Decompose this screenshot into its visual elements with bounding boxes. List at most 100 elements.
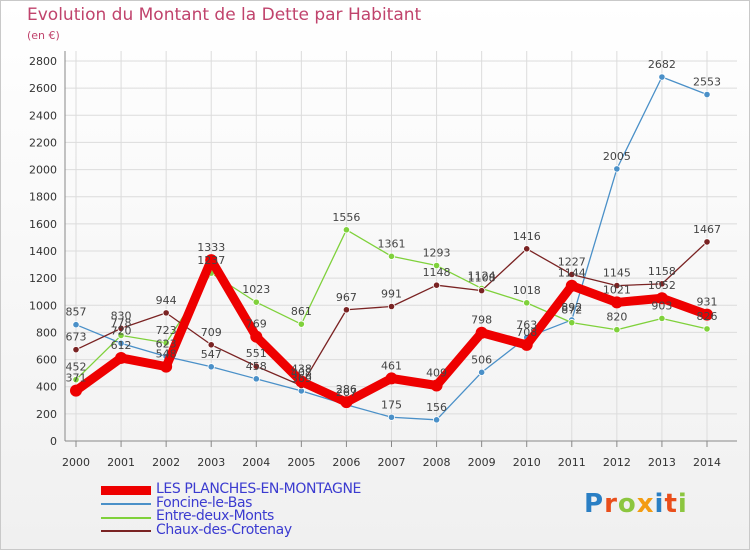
data-point	[70, 384, 82, 397]
data-label: 1361	[378, 237, 406, 250]
y-tick-label: 600	[36, 354, 57, 367]
x-tick-label: 2012	[603, 456, 631, 469]
legend-label: LES PLANCHES-EN-MONTAGNE	[156, 481, 361, 497]
data-label: 2682	[648, 58, 676, 71]
data-point	[342, 306, 351, 314]
y-tick-label: 200	[36, 408, 57, 421]
legend-label: Foncine-le-Bas	[156, 494, 253, 511]
data-point	[117, 331, 125, 340]
data-label: 286	[336, 383, 357, 396]
data-label: 826	[697, 310, 718, 323]
data-point	[387, 302, 396, 311]
data-label: 1023	[242, 283, 270, 296]
data-point	[297, 320, 305, 328]
data-point	[162, 339, 170, 347]
y-tick-label: 1200	[29, 272, 57, 285]
data-label: 1293	[423, 247, 451, 260]
logo-letter: t	[664, 489, 678, 519]
data-label: 830	[111, 309, 132, 322]
data-label: 763	[516, 318, 537, 331]
data-labels: 857 720 623 547 458 369 267 175 156 506 763 892 2005…	[66, 58, 722, 414]
y-tick-label: 2000	[29, 164, 57, 177]
x-tick-label: 2006	[332, 456, 360, 469]
data-point	[205, 254, 218, 267]
data-point	[610, 296, 623, 309]
data-label: 458	[246, 360, 267, 373]
data-point	[72, 321, 80, 329]
data-label: 623	[156, 337, 177, 350]
data-point	[162, 309, 170, 317]
proxiti-logo: Proxiti	[584, 489, 688, 519]
data-label: 371	[66, 372, 87, 385]
x-tick-label: 2000	[62, 456, 90, 469]
data-label: 967	[336, 291, 357, 304]
data-label: 1467	[693, 223, 721, 236]
data-point	[340, 396, 353, 409]
data-label: 551	[246, 347, 267, 360]
data-point	[568, 270, 576, 279]
y-tick-label: 800	[36, 326, 57, 339]
x-tick-label: 2001	[107, 456, 135, 469]
data-point	[565, 279, 578, 292]
line-chart: 0 200 400 600 800 1000 1200 1400 1600 1800 2000 220…	[29, 51, 737, 469]
data-point	[387, 252, 396, 260]
data-point	[658, 280, 666, 288]
data-point	[387, 413, 396, 421]
y-tick-label: 400	[36, 381, 57, 394]
data-label: 1158	[648, 265, 676, 278]
data-point	[252, 362, 260, 370]
data-label: 944	[156, 294, 177, 307]
data-label: 1018	[513, 284, 541, 297]
data-point	[613, 165, 621, 173]
y-tick-label: 1400	[29, 245, 57, 258]
data-label: 931	[697, 296, 718, 309]
y-tick-label: 2400	[29, 109, 57, 122]
series-group	[70, 73, 713, 424]
x-tick-label: 2010	[513, 456, 541, 469]
grid-lines	[65, 51, 737, 442]
data-label: 1416	[513, 230, 541, 243]
data-label: 1052	[648, 279, 676, 292]
data-label: 2553	[693, 76, 721, 89]
data-label: 547	[201, 348, 222, 361]
legend-swatch	[101, 516, 151, 519]
data-point	[252, 298, 260, 306]
y-tick-label: 0	[50, 435, 57, 448]
data-point	[207, 363, 215, 371]
data-label: 369	[291, 372, 312, 385]
data-label: 723	[156, 324, 177, 337]
data-point	[523, 299, 531, 307]
data-point	[655, 292, 668, 305]
data-point	[478, 368, 486, 376]
data-label: 892	[561, 301, 582, 314]
data-label: 1237	[197, 254, 225, 267]
data-label: 1227	[558, 255, 586, 268]
data-label: 861	[291, 305, 312, 318]
data-point	[160, 360, 173, 373]
x-tick-label: 2002	[152, 456, 180, 469]
data-point	[117, 339, 125, 347]
data-point	[252, 375, 260, 383]
x-tick-label: 2007	[378, 456, 406, 469]
data-point	[613, 282, 621, 290]
data-point	[658, 314, 666, 323]
data-label: 1148	[423, 266, 451, 279]
data-label: 720	[111, 324, 132, 337]
legend-swatch	[101, 530, 151, 533]
data-label: 903	[651, 299, 672, 312]
data-label: 452	[66, 361, 87, 374]
data-label: 769	[246, 318, 267, 331]
data-point	[658, 73, 666, 81]
logo-letter: P	[584, 489, 605, 519]
data-label: 798	[471, 314, 492, 327]
legend-swatch	[101, 486, 151, 496]
y-tick-label: 2800	[29, 55, 57, 68]
data-label: 156	[426, 401, 447, 414]
data-label: 506	[471, 353, 492, 366]
data-label: 408	[291, 367, 312, 380]
data-point	[207, 341, 215, 349]
legend-label: Entre-deux-Monts	[156, 508, 274, 524]
y-tick-label: 2200	[29, 136, 57, 149]
data-point	[523, 245, 531, 253]
